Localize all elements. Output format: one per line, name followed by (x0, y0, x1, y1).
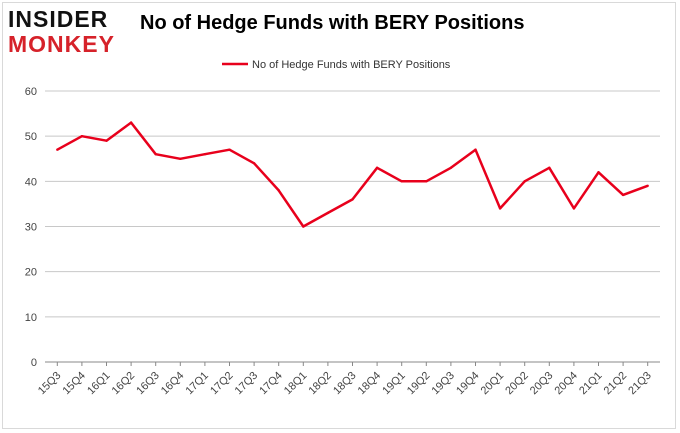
data-point (129, 121, 133, 124)
logo-line-1: INSIDER (8, 6, 109, 32)
x-tick-label: 18Q2 (306, 370, 334, 398)
data-point (375, 166, 379, 169)
data-point (179, 157, 182, 160)
y-tick-label: 10 (25, 312, 37, 324)
data-point (154, 153, 157, 156)
x-tick-label: 20Q4 (552, 370, 580, 398)
y-tick-label: 20 (25, 267, 37, 279)
chart-title: No of Hedge Funds with BERY Positions (140, 12, 525, 34)
x-tick-label: 17Q1 (183, 370, 211, 398)
x-tick-label: 15Q4 (60, 370, 88, 398)
series-layer (56, 121, 649, 228)
chart-frame (2, 2, 676, 429)
x-tick-label: 19Q4 (454, 370, 482, 398)
x-tick-label: 19Q1 (380, 370, 408, 398)
x-axis-ticks: 15Q315Q416Q116Q216Q316Q417Q117Q217Q317Q4… (36, 362, 654, 397)
insider-monkey-logo: INSIDER MONKEY (8, 6, 130, 58)
data-point (498, 207, 502, 210)
x-tick-label: 21Q2 (602, 370, 630, 398)
x-tick-label: 15Q3 (36, 370, 64, 398)
data-point (351, 198, 354, 201)
x-tick-label: 16Q3 (134, 370, 162, 398)
data-point (646, 184, 649, 188)
data-point (228, 148, 231, 151)
x-tick-label: 16Q4 (159, 370, 187, 398)
data-point (302, 225, 305, 228)
y-axis-ticks: 0 10 20 30 40 50 60 (25, 86, 37, 369)
x-tick-label: 18Q1 (282, 370, 310, 398)
data-point (80, 134, 84, 138)
x-tick-label: 20Q3 (528, 370, 556, 398)
data-point (252, 162, 256, 165)
x-tick-label: 17Q4 (257, 370, 285, 398)
data-point (548, 166, 551, 169)
data-point (277, 189, 280, 192)
x-tick-label: 19Q2 (405, 370, 433, 398)
data-point (523, 180, 526, 183)
y-tick-label: 50 (25, 131, 37, 143)
x-tick-label: 17Q2 (208, 370, 236, 398)
x-tick-label: 17Q3 (233, 370, 261, 398)
x-tick-label: 18Q3 (331, 370, 359, 398)
x-tick-label: 16Q2 (110, 370, 138, 398)
data-point (326, 211, 330, 215)
y-tick-label: 30 (25, 222, 37, 234)
x-tick-label: 16Q1 (85, 370, 113, 398)
data-point (203, 153, 207, 156)
x-tick-label: 21Q1 (577, 370, 605, 398)
y-tick-label: 0 (31, 357, 37, 369)
gridlines (45, 90, 660, 318)
data-point (449, 166, 453, 169)
data-point (572, 207, 576, 210)
data-point (400, 180, 403, 183)
legend: No of Hedge Funds with BERY Positions (222, 59, 451, 71)
logo-line-2: MONKEY (8, 31, 115, 57)
x-tick-label: 20Q2 (503, 370, 531, 398)
x-tick-label: 19Q3 (429, 370, 457, 398)
data-point (621, 193, 625, 197)
data-point (105, 139, 108, 142)
data-point (56, 148, 59, 151)
x-tick-label: 18Q4 (356, 370, 384, 398)
data-point (597, 171, 600, 174)
y-tick-label: 60 (25, 86, 37, 98)
x-tick-label: 21Q3 (626, 370, 654, 398)
data-point (474, 148, 477, 151)
series-line (56, 121, 649, 228)
x-tick-label: 20Q1 (479, 370, 507, 398)
data-point (425, 180, 428, 183)
y-tick-label: 40 (25, 176, 37, 188)
legend-label: No of Hedge Funds with BERY Positions (252, 59, 451, 71)
